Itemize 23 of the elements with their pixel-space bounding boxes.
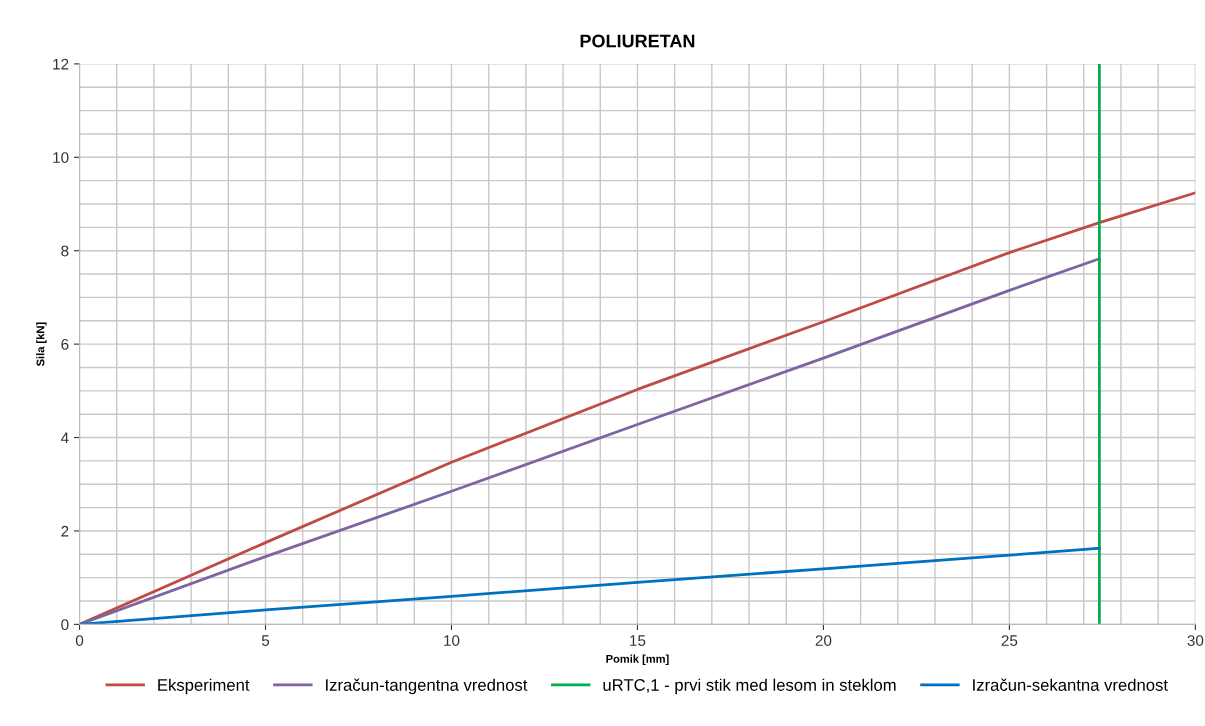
x-tick-label: 15 — [630, 635, 646, 646]
legend-label: Izračun-sekantna vrednost — [973, 678, 1168, 691]
line-series — [79, 257, 1101, 625]
x-tick-label: 0 — [75, 635, 84, 646]
chart-title: POLIURETAN — [580, 34, 695, 48]
legend-label: Eksperiment — [158, 678, 250, 695]
y-tick-label: 8 — [61, 245, 69, 257]
y-tick-label: 0 — [61, 619, 69, 631]
y-tick-label: 4 — [60, 432, 69, 444]
legend-label: uRTC,1 - prvi stik med lesom in steklom — [603, 678, 896, 695]
legend-label: Izračun-tangentna vrednost — [326, 678, 528, 695]
x-tick-label: 10 — [444, 635, 460, 646]
y-tick-label: 6 — [61, 338, 69, 350]
x-tick-label: 20 — [815, 635, 832, 646]
y-axis-title: Sila [kN] — [36, 322, 47, 367]
x-tick-label: 30 — [1187, 635, 1204, 646]
line-series — [79, 546, 1101, 625]
y-tick-label: 10 — [53, 152, 69, 163]
y-tick-label: 12 — [53, 58, 69, 70]
x-axis-title: Pomik [mm] — [606, 654, 669, 665]
x-tick-label: 5 — [261, 635, 270, 646]
x-tick-label: 25 — [1001, 635, 1018, 646]
y-tick-label: 2 — [61, 525, 69, 537]
